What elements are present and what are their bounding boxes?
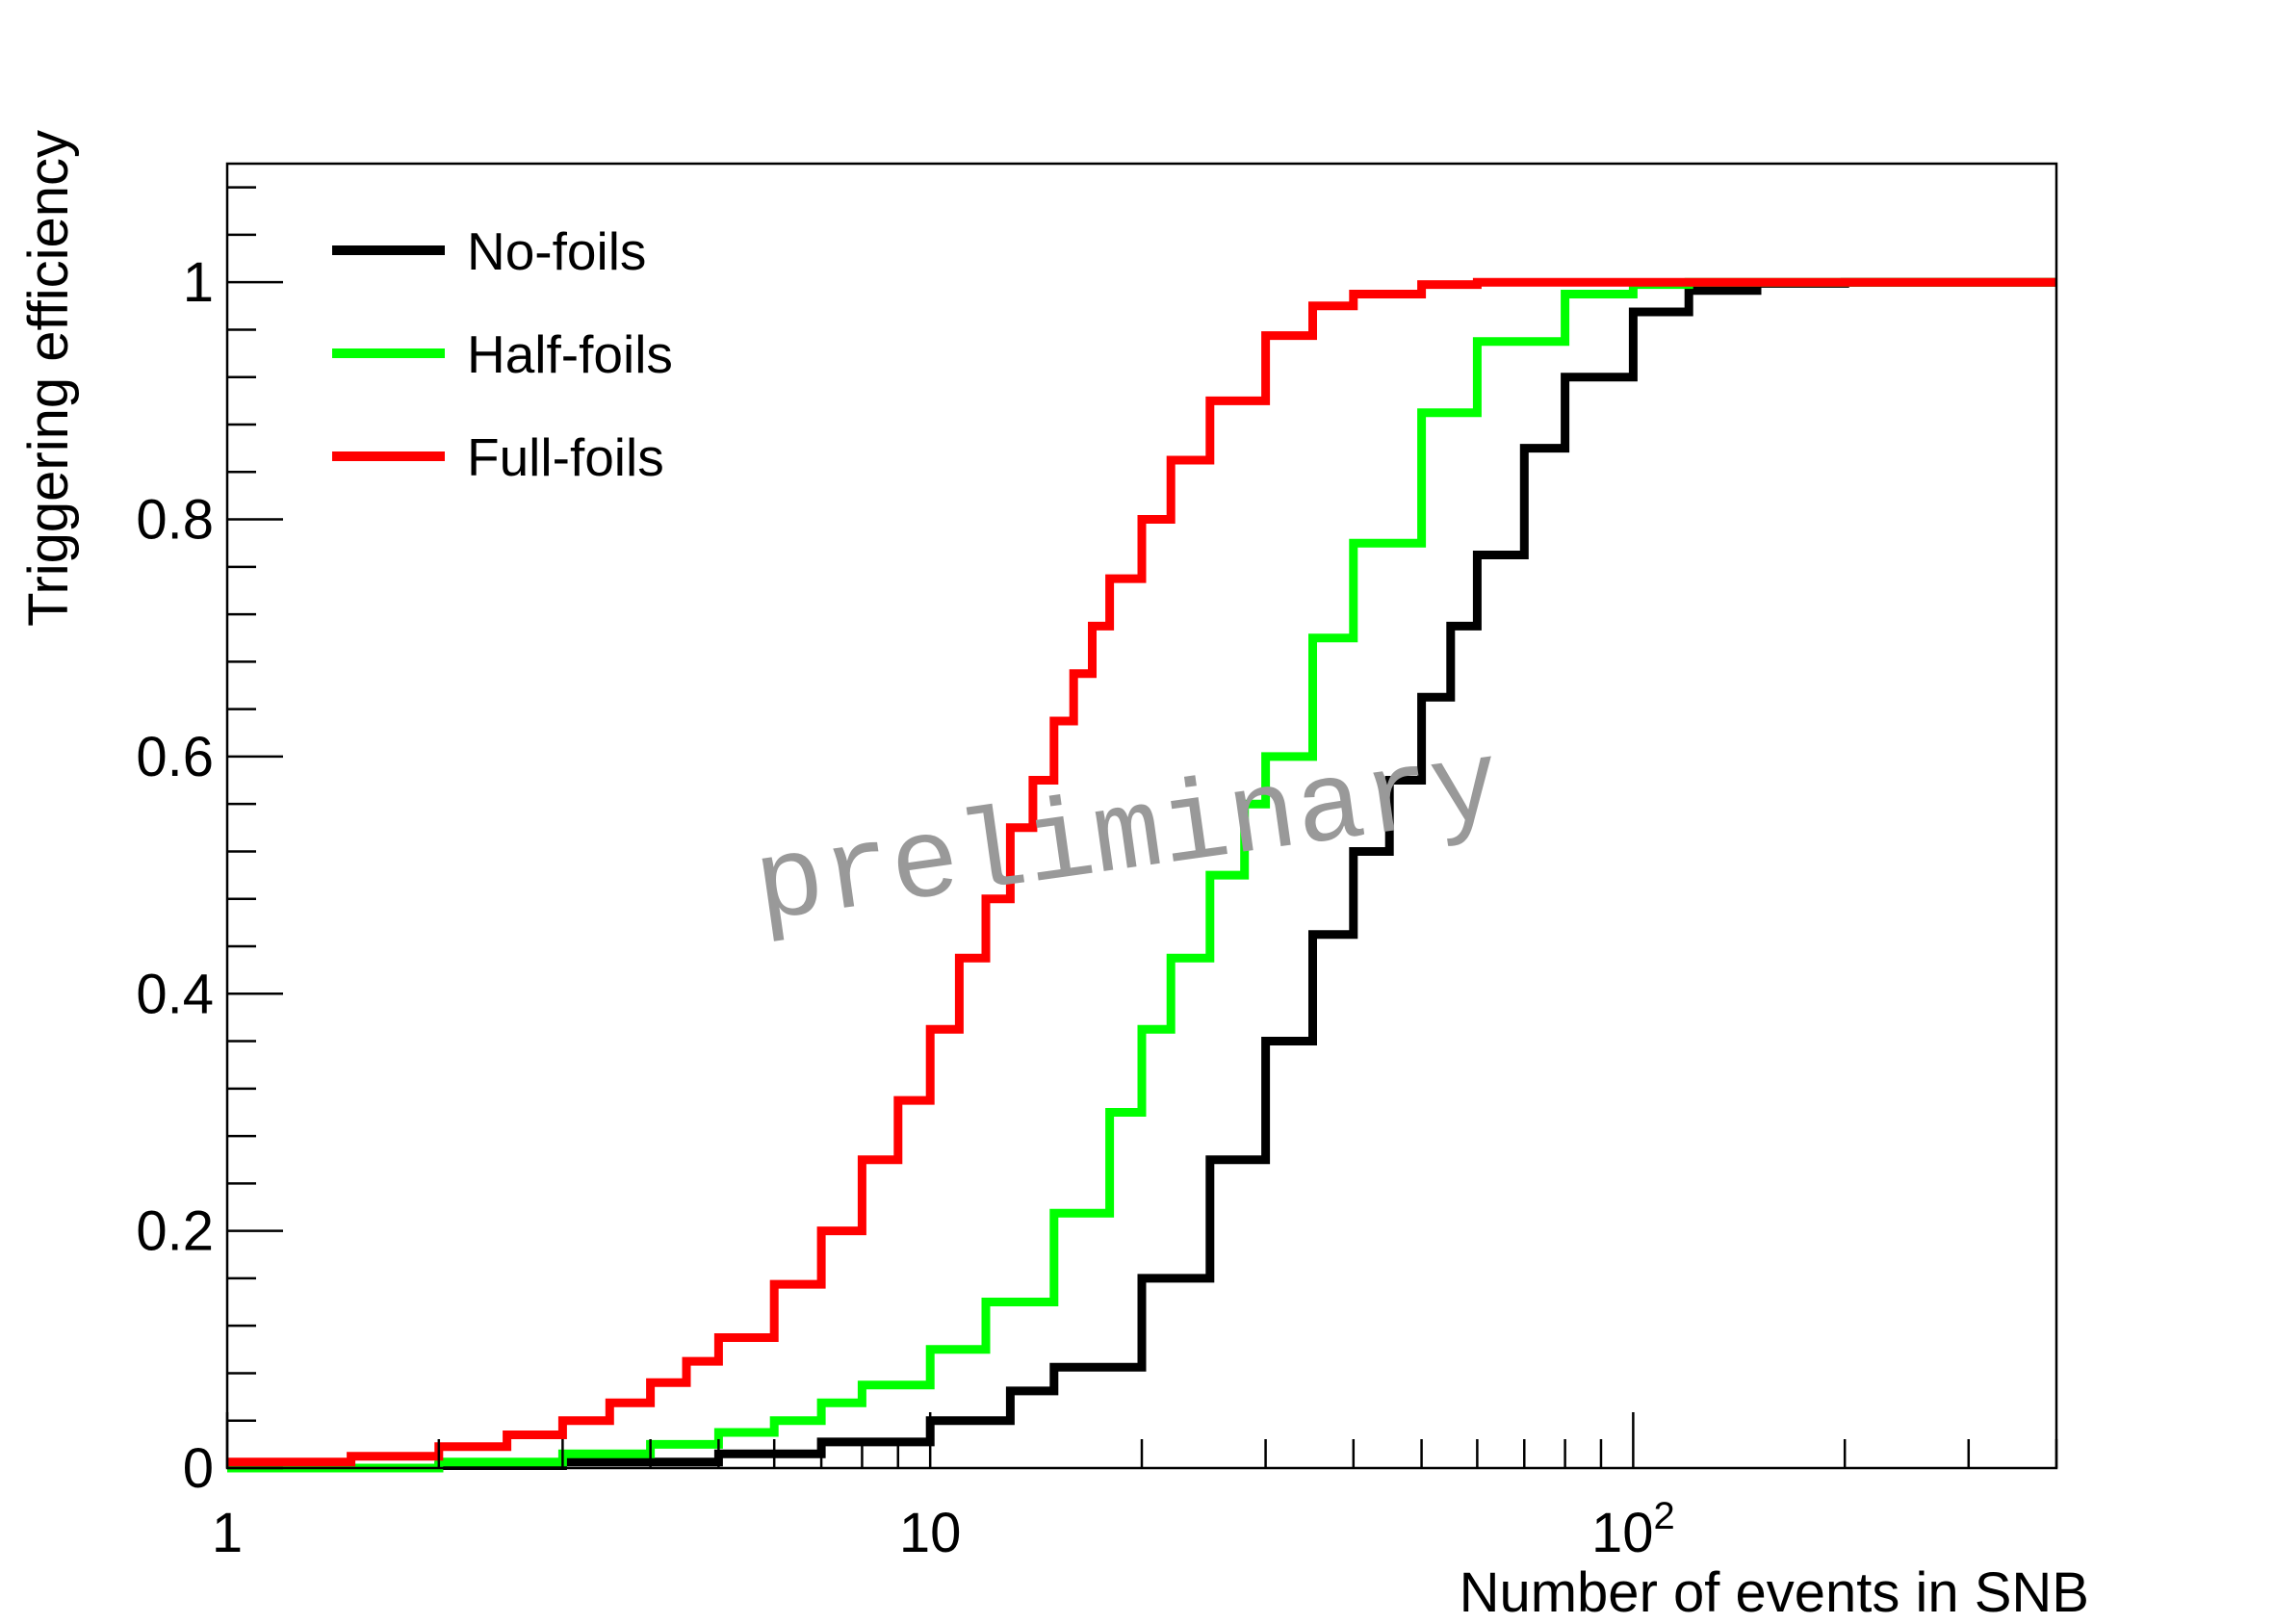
series-line-half-foils — [227, 277, 2056, 1473]
y-tick-label: 0.2 — [136, 1200, 214, 1263]
legend-label: Full-foils — [467, 427, 664, 487]
x-tick-label: 10 — [899, 1502, 962, 1564]
legend: No-foils Half-foils Full-foils — [332, 221, 673, 487]
legend-item-full-foils: Full-foils — [332, 427, 664, 487]
x-axis-label: Number of events in SNB — [1460, 1561, 2089, 1624]
y-tick-label: 1 — [183, 251, 214, 314]
y-axis-ticks — [227, 186, 283, 1470]
series-line-full-foils — [227, 277, 2056, 1467]
y-axis-tick-labels: 0 0.2 0.4 0.6 0.8 1 — [136, 251, 214, 1500]
legend-item-half-foils: Half-foils — [332, 324, 673, 384]
y-tick-label: 0 — [183, 1437, 214, 1500]
legend-label: No-foils — [467, 221, 646, 281]
x-tick-label: 1 — [212, 1502, 243, 1564]
legend-label: Half-foils — [467, 324, 673, 384]
y-axis-label: Triggering efficiency — [17, 130, 80, 627]
y-tick-label: 0.4 — [136, 963, 214, 1025]
legend-item-no-foils: No-foils — [332, 221, 646, 281]
y-tick-label: 0.8 — [136, 489, 214, 552]
x-axis-tick-labels: 1 10 102 — [212, 1495, 1675, 1564]
x-tick-label: 102 — [1591, 1495, 1675, 1564]
y-tick-label: 0.6 — [136, 726, 214, 788]
